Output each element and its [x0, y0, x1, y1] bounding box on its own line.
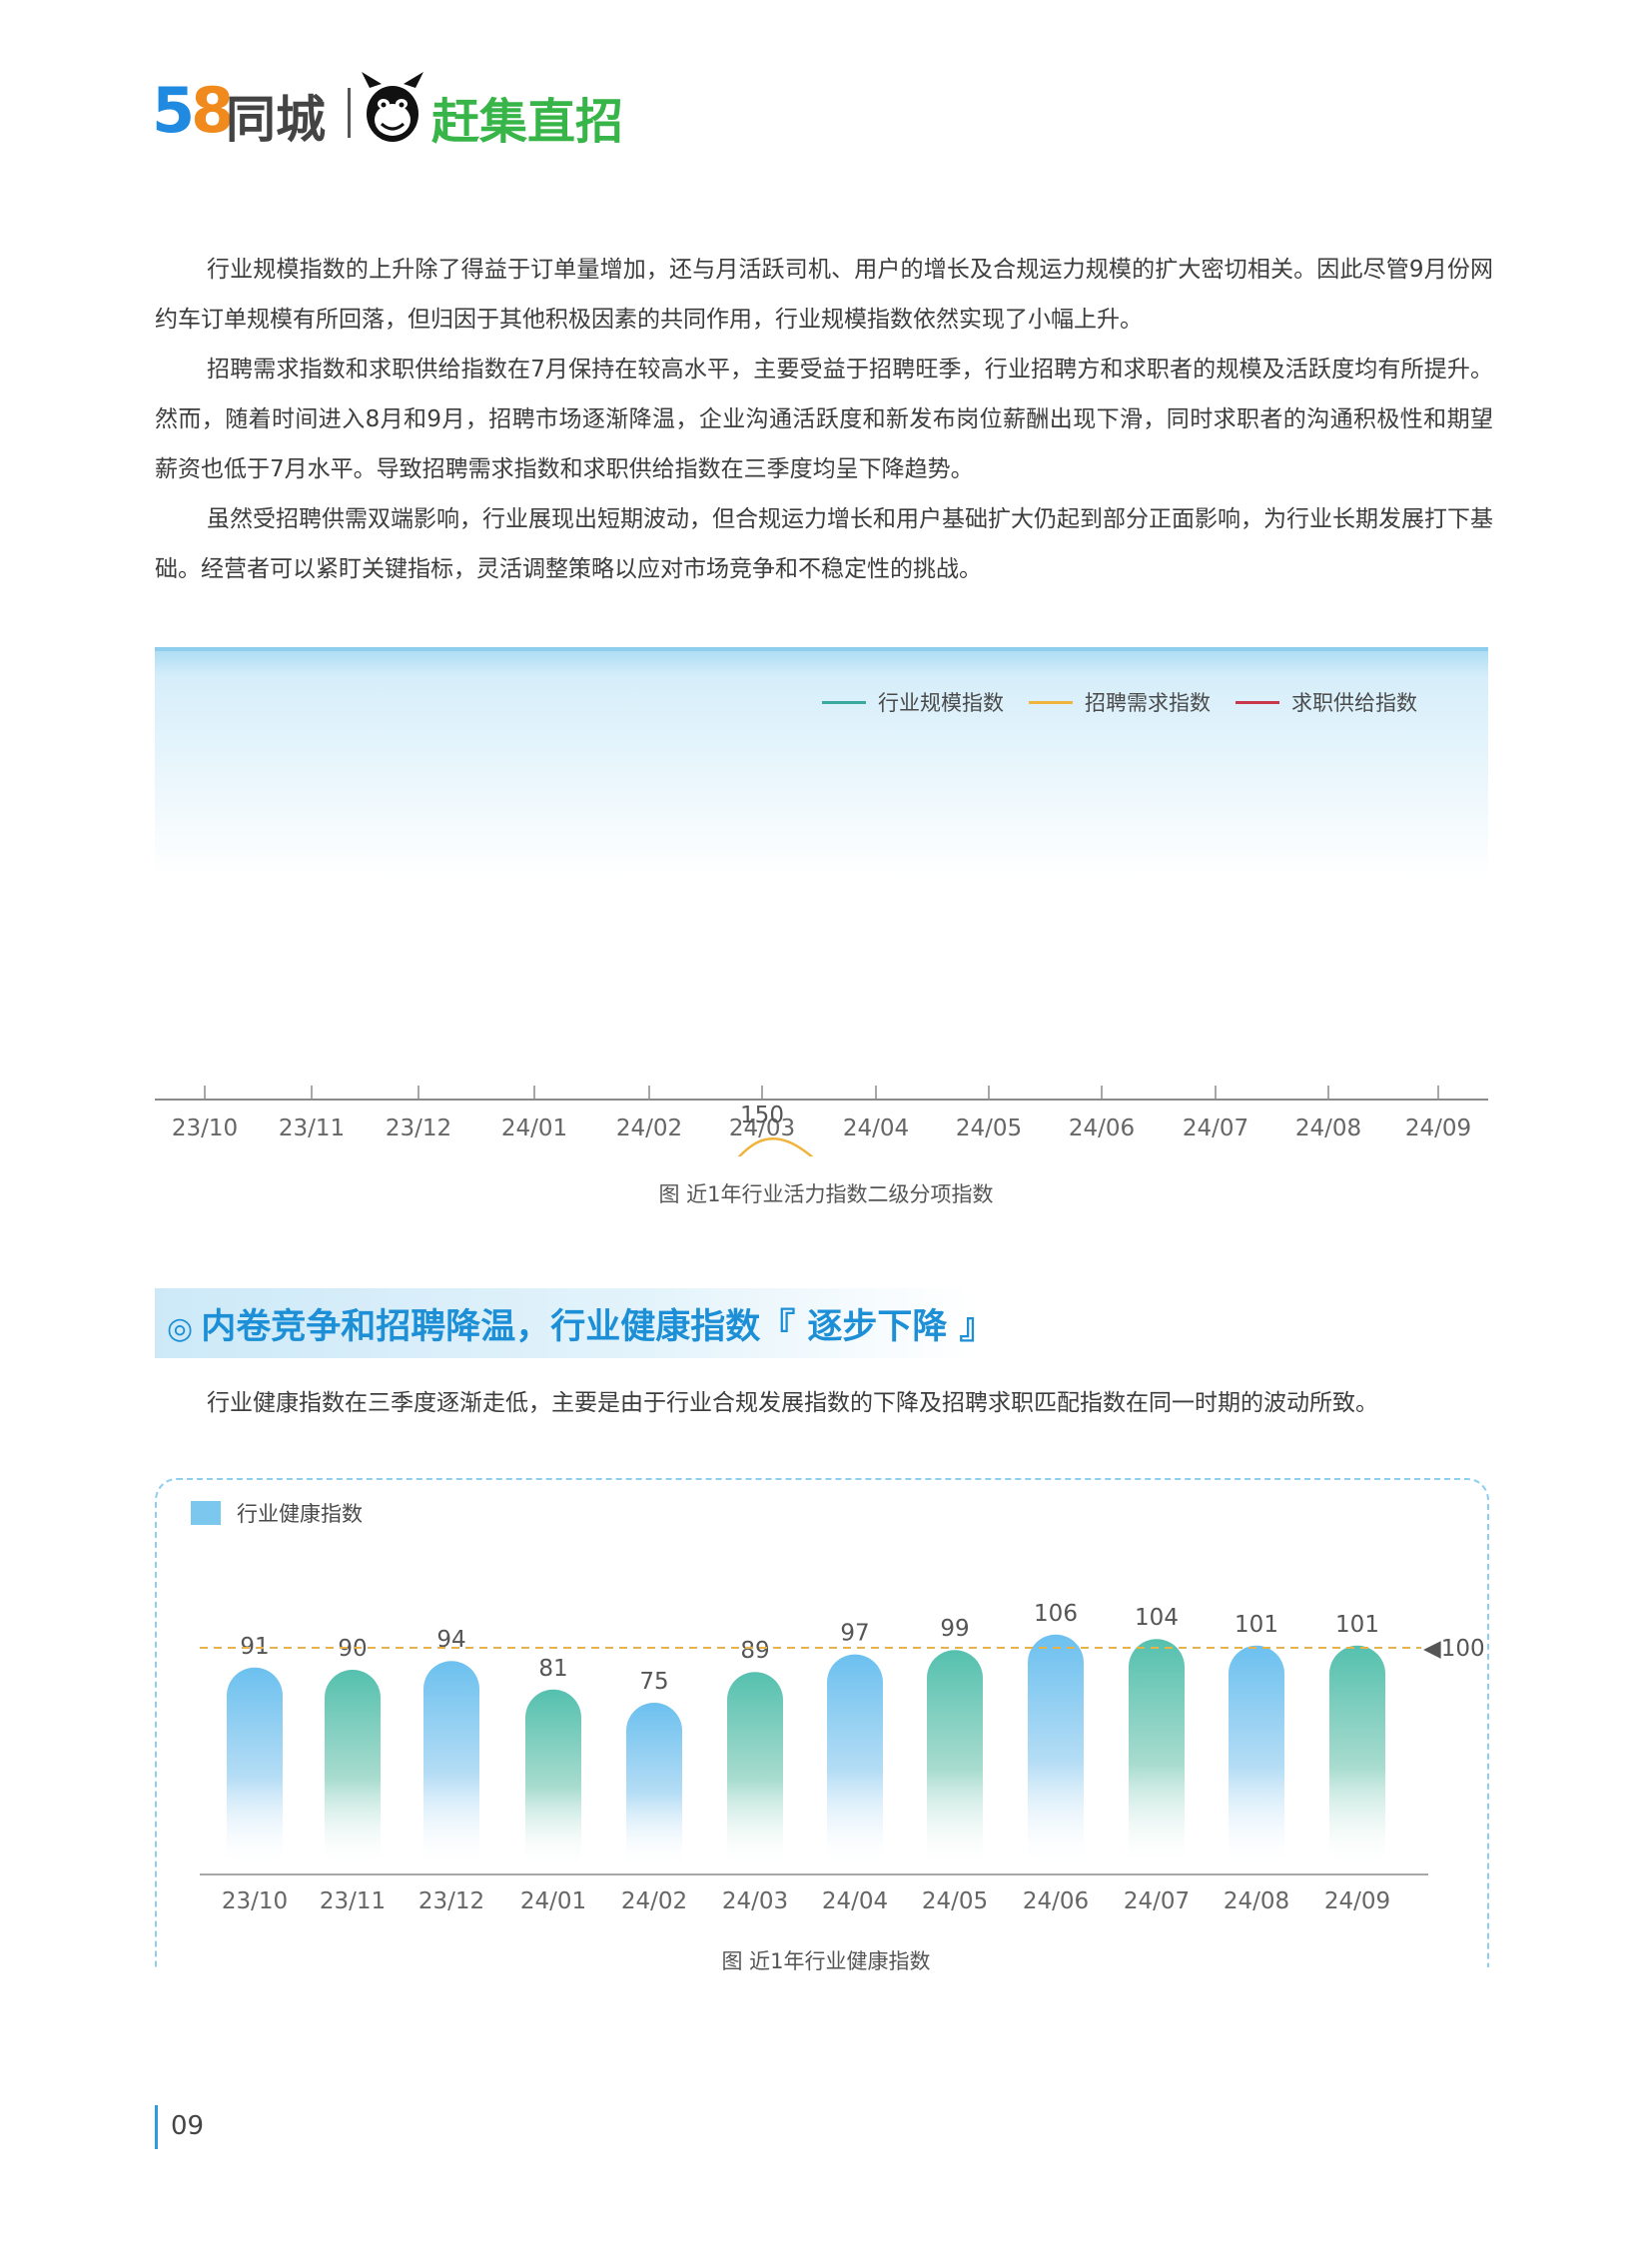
bar	[827, 1654, 883, 1868]
chart1-caption: 图 近1年行业活力指数二级分项指数	[658, 1182, 994, 1206]
x-tick-label: 24/03	[729, 1116, 795, 1141]
x-tick-label: 24/04	[822, 1888, 888, 1914]
page-number-text: 09	[171, 2111, 205, 2141]
legend-label: 求职供给指数	[1291, 691, 1417, 715]
x-tick-label: 24/06	[1069, 1116, 1135, 1141]
chart2-caption: 图 近1年行业健康指数	[721, 1949, 931, 1973]
x-tick-label: 23/11	[279, 1116, 345, 1141]
legend-label: 行业规模指数	[878, 691, 1004, 715]
bar	[626, 1703, 682, 1868]
data-label: 101	[1335, 1612, 1379, 1638]
bar	[1129, 1639, 1185, 1868]
data-label: 91	[240, 1634, 269, 1660]
section-paragraph: 行业健康指数在三季度逐渐走低，主要是由于行业合规发展指数的下降及招聘求职匹配指数…	[207, 1390, 1378, 1416]
x-tick-label: 24/07	[1124, 1888, 1190, 1914]
x-tick-label: 23/12	[386, 1116, 451, 1141]
x-tick-label: 24/01	[520, 1888, 586, 1914]
reference-label: ◀100	[1423, 1636, 1485, 1662]
data-label: 99	[940, 1616, 969, 1642]
legend-label: 招聘需求指数	[1085, 691, 1211, 715]
x-tick-label: 23/11	[320, 1888, 386, 1914]
heading-text: 内卷竞争和招聘降温，行业健康指数『 逐步下降 』	[201, 1307, 995, 1347]
bar	[927, 1650, 983, 1868]
legend-swatch	[191, 1501, 221, 1525]
bar	[227, 1667, 283, 1868]
data-label: 81	[538, 1656, 567, 1682]
x-tick-label: 24/05	[922, 1888, 988, 1914]
x-tick-label: 23/10	[172, 1116, 238, 1141]
x-tick-label: 24/05	[956, 1116, 1022, 1141]
x-tick-label: 23/10	[222, 1888, 288, 1914]
legend-item-supply: 求职供给指数	[1236, 687, 1417, 717]
heading-band	[155, 1288, 974, 1358]
activity-subindex-chart: 行业规模指数 招聘需求指数 求职供给指数 23/10 23/11 23/12 24/0…	[155, 647, 1488, 1156]
data-label: 150	[740, 1103, 784, 1128]
legend-swatch	[1029, 700, 1073, 704]
data-label: 104	[1135, 1605, 1179, 1631]
paragraph-1: 行业规模指数的上升除了得益于订单量增加，还与月活跃司机、用户的增长及合规运力规模…	[155, 257, 1493, 333]
data-label: 101	[1235, 1612, 1278, 1638]
bar-chart-plot: 9123/109023/119423/128124/017524/028924/…	[200, 1601, 1485, 1914]
ganji-mascot-icon	[362, 72, 423, 142]
section-heading: ◎ 内卷竞争和招聘降温，行业健康指数『 逐步下降 』	[155, 1288, 1054, 1358]
bar	[727, 1672, 783, 1868]
legend-item-scale: 行业规模指数	[822, 687, 1004, 717]
series-line	[737, 1137, 814, 1156]
x-tick-label: 24/07	[1183, 1116, 1248, 1141]
legend-swatch	[822, 700, 866, 704]
x-tick-label: 24/06	[1023, 1888, 1089, 1914]
x-tick-label: 24/09	[1324, 1888, 1390, 1914]
logo-tongcheng: 同城	[226, 91, 326, 149]
data-label: 94	[436, 1627, 465, 1653]
bar	[1329, 1645, 1385, 1868]
paragraph-3: 虽然受招聘供需双端影响，行业展现出短期波动，但合规运力增长和用户基础扩大仍起到部…	[155, 506, 1493, 582]
logo-divider	[348, 88, 351, 138]
x-tick-label: 24/08	[1295, 1116, 1361, 1141]
data-label: 97	[840, 1621, 869, 1647]
x-tick-label: 23/12	[418, 1888, 484, 1914]
legend-item-demand: 招聘需求指数	[1029, 687, 1211, 717]
chart-frame	[155, 1478, 1489, 1967]
x-tick-label: 24/02	[621, 1888, 687, 1914]
line-chart-plot: 23/10 23/11 23/12 24/01 24/02 24/03 24/04 24/05…	[155, 1086, 1488, 1156]
logo-58: 58	[152, 74, 234, 147]
data-label: 89	[740, 1638, 769, 1664]
x-tick-label: 24/01	[501, 1116, 567, 1141]
bar	[325, 1670, 381, 1868]
bar	[423, 1661, 479, 1868]
target-icon: ◎	[167, 1311, 194, 1346]
x-tick-label: 24/08	[1224, 1888, 1289, 1914]
brand-logo: 58 同城 赶集直招	[152, 70, 631, 150]
bar	[1028, 1634, 1084, 1868]
legend-label: 行业健康指数	[237, 1502, 363, 1526]
heading-title: ◎ 内卷竞争和招聘降温，行业健康指数『 逐步下降 』	[167, 1298, 995, 1349]
x-tick-label: 24/03	[722, 1888, 788, 1914]
logo-ganji: 赶集直招	[431, 94, 624, 150]
x-tick-label: 24/04	[843, 1116, 909, 1141]
health-index-chart: 行业健康指数 91 23/10 90 23/11 94 23/12 81 24/01 75 24/…	[155, 1478, 1493, 1967]
x-tick-label: 24/02	[616, 1116, 682, 1141]
bar	[1229, 1645, 1284, 1868]
paragraph-2: 招聘需求指数和求职供给指数在7月保持在较高水平，主要受益于招聘旺季，行业招聘方和…	[155, 357, 1493, 482]
bar	[525, 1689, 581, 1868]
data-label: 106	[1034, 1601, 1078, 1627]
data-label: 75	[639, 1669, 668, 1695]
x-tick-label: 24/09	[1405, 1116, 1471, 1141]
legend-swatch	[1236, 700, 1279, 704]
page-number-bar	[155, 2105, 158, 2149]
chart-header-band	[155, 647, 1488, 877]
legend-item-health: 行业健康指数	[191, 1498, 363, 1528]
